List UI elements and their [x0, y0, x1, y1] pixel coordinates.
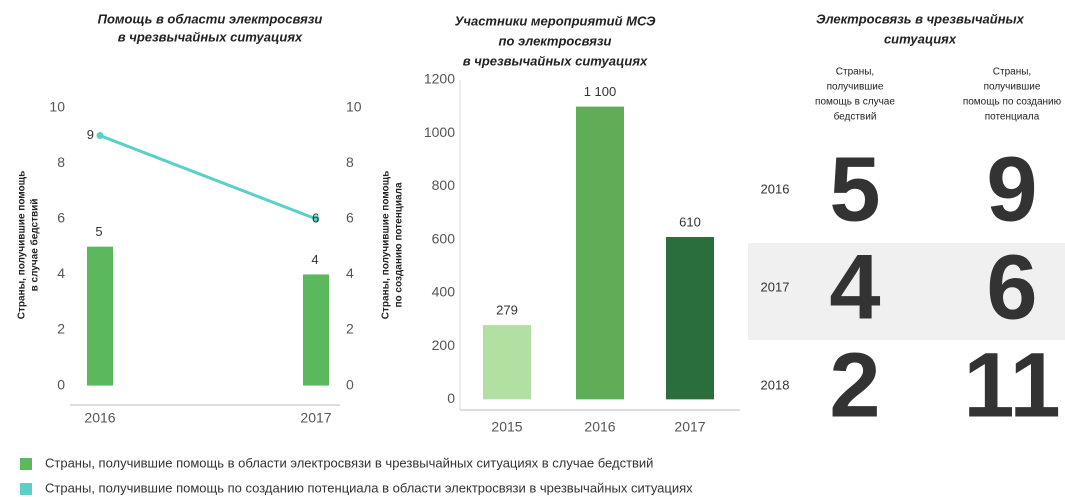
y-tick-label: 8 [57, 154, 65, 170]
axis-title-line: в случае бедствий [29, 199, 41, 292]
line-point [96, 132, 104, 140]
x-tick-label: 2015 [491, 419, 522, 435]
y2-tick-label: 8 [346, 154, 354, 170]
column-header: потенциала [985, 112, 1040, 123]
y-tick-label: 400 [432, 284, 456, 300]
bar [576, 106, 624, 400]
bar [87, 246, 113, 386]
data-label: 6 [312, 210, 319, 225]
chart-title: по электросвязи [499, 33, 612, 48]
x-tick-label: 2016 [584, 419, 615, 435]
row-band [748, 243, 1065, 340]
column-header: помощь в случае [815, 97, 895, 108]
data-label: 9 [87, 127, 94, 142]
x-tick-label: 2017 [300, 410, 331, 426]
table-value: 9 [986, 138, 1037, 240]
column-header: помощь по созданию [963, 97, 1062, 108]
data-label: 1 100 [584, 84, 617, 99]
column-header: получившие [984, 82, 1041, 93]
line [99, 134, 317, 221]
line-point [312, 215, 320, 223]
y-tick-label: 2 [57, 321, 65, 337]
legend-swatch [20, 458, 32, 470]
axis-title: Страны, получившие помощь по созданию пот… [381, 171, 405, 320]
data-label: 279 [496, 303, 518, 318]
row-year: 2017 [761, 279, 790, 294]
column-header: Страны, [836, 67, 874, 78]
row-year: 2016 [761, 181, 790, 196]
chart-title: в чрезвычайных ситуациях [463, 53, 648, 68]
y-tick-label: 800 [432, 177, 456, 193]
y-tick-label: 600 [432, 230, 456, 246]
data-label: 4 [311, 252, 318, 267]
legend-swatch [20, 483, 32, 495]
y-tick-label: 6 [57, 210, 65, 226]
legend-entry: Страны, получившие помощь по созданию по… [45, 480, 693, 495]
legend-entry: Страны, получившие помощь в области элек… [45, 455, 653, 470]
y2-tick-label: 4 [346, 265, 354, 281]
x-tick-label: 2016 [84, 410, 115, 426]
bar [666, 237, 714, 400]
y2-tick-label: 10 [346, 98, 362, 114]
y2-tick-label: 0 [346, 376, 354, 392]
chart-title: Участники мероприятий МСЭ [455, 13, 656, 28]
y2-tick-label: 2 [346, 321, 354, 337]
y-tick-label: 200 [432, 337, 456, 353]
table-title: ситуациях [884, 31, 957, 46]
table-title: Электросвязь в чрезвычайных [816, 11, 1025, 26]
y-tick-label: 1200 [424, 71, 455, 87]
y-tick-label: 10 [49, 98, 65, 114]
data-label: 5 [95, 224, 102, 239]
x-tick-label: 2017 [674, 419, 705, 435]
column-header: Страны, [993, 67, 1031, 78]
y2-tick-label: 6 [346, 210, 354, 226]
chart-title: Помощь в области электросвязи [98, 11, 323, 26]
bar [483, 325, 531, 400]
table-value: 2 [829, 334, 880, 436]
y-tick-label: 1000 [424, 124, 455, 140]
y-tick-label: 0 [57, 376, 65, 392]
row-year: 2018 [761, 377, 790, 392]
axis-title-line: по созданию потенциала [394, 182, 405, 307]
axis-title-line: Страны, получившие помощь [381, 171, 392, 320]
column-header: бедствий [834, 111, 877, 123]
axis-title: Страны, получившие помощь в случае бедств… [17, 171, 41, 320]
chart-title: в чрезвычайных ситуациях [118, 29, 303, 44]
table-value: 11 [963, 334, 1060, 436]
column-header: получившие [827, 82, 884, 93]
y-tick-label: 0 [447, 390, 455, 406]
axis-title-line: Страны, получившие помощь [17, 171, 28, 320]
data-label: 610 [679, 214, 701, 229]
table-value: 4 [829, 236, 880, 338]
table-value: 6 [986, 236, 1037, 338]
y-tick-label: 4 [57, 265, 65, 281]
table-value: 5 [829, 138, 880, 240]
bar [303, 274, 329, 386]
